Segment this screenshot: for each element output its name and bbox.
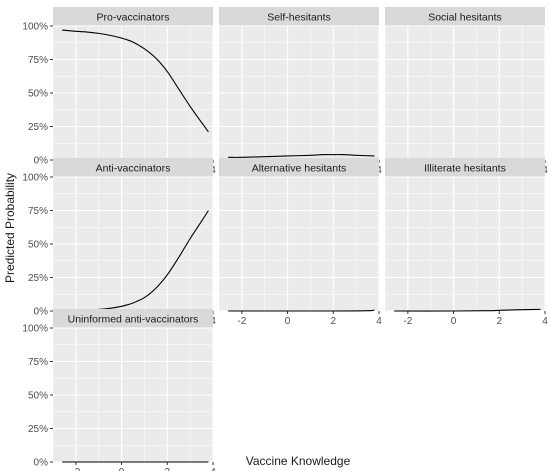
facet-title: Illiterate hesitants: [424, 163, 506, 175]
facet-title: Self-hesitants: [267, 12, 331, 24]
x-tick-label: 4: [210, 165, 216, 176]
y-tick-label: 50%: [28, 391, 48, 402]
facet-title: Uninformed anti-vaccinators: [68, 314, 199, 326]
facet-panel: Pro-vaccinators-20240%25%50%75%100%: [22, 7, 216, 176]
panels-layer: Pro-vaccinators -2 0 2 4 0% 25% 50% 75% 100% Self-…: [22, 7, 548, 471]
x-tick-label: 0: [119, 467, 125, 471]
facet-strip: [53, 158, 213, 177]
x-tick-label: 2: [165, 467, 171, 471]
x-tick-label: 0: [451, 316, 457, 327]
facet-strip: [219, 7, 379, 26]
facet-strip: [53, 7, 213, 26]
facet-panel: Anti-vaccinators-20240%25%50%75%100%: [22, 158, 216, 327]
x-tick-label: 0: [285, 316, 291, 327]
facet-panel: Uninformed anti-vaccinators -2 0 2 4 0% 25% 50%…: [22, 309, 216, 471]
series-line: [228, 309, 375, 312]
facet-panel: Illiterate hesitants -2 0 2 4: [384, 158, 548, 327]
x-tick-label: 2: [497, 316, 503, 327]
x-tick-label: 4: [376, 165, 382, 176]
y-tick-label: 25%: [28, 122, 48, 133]
facet-title: Anti-vaccinators: [96, 163, 171, 175]
y-tick-label: 0%: [34, 307, 49, 318]
x-tick-label: -2: [237, 316, 246, 327]
y-tick-label: 100%: [22, 173, 48, 184]
facet-strip: [219, 158, 379, 177]
y-tick-label: 75%: [28, 357, 48, 368]
x-tick-label: 2: [331, 316, 337, 327]
x-tick-label: 4: [210, 467, 216, 471]
x-tick-label: 4: [376, 316, 382, 327]
facet-strip: [385, 158, 545, 177]
facet-title: Alternative hesitants: [252, 163, 347, 175]
y-tick-label: 100%: [22, 324, 48, 335]
x-tick-label: -2: [71, 467, 80, 471]
x-tick-label: 4: [210, 316, 216, 327]
y-tick-label: 25%: [28, 424, 48, 435]
y-tick-label: 50%: [28, 89, 48, 100]
facet-strip: [385, 7, 545, 26]
series-line: [228, 154, 375, 158]
facet-strip: [53, 309, 213, 328]
facet-title: Pro-vaccinators: [97, 12, 170, 24]
x-tick-label: 4: [542, 165, 548, 176]
y-tick-label: 75%: [28, 206, 48, 217]
y-tick-label: 50%: [28, 240, 48, 251]
x-axis-title: Vaccine Knowledge: [246, 454, 351, 468]
y-tick-label: 100%: [22, 22, 48, 33]
series-line: [62, 29, 209, 133]
x-tick-label: 4: [542, 316, 548, 327]
x-tick-label: -2: [403, 316, 412, 327]
y-tick-label: 75%: [28, 55, 48, 66]
facet-title: Social hesitants: [428, 12, 502, 24]
y-axis-title: Predicted Probability: [3, 173, 17, 283]
y-tick-label: 0%: [34, 458, 49, 469]
y-tick-label: 25%: [28, 273, 48, 284]
series-line: [394, 308, 541, 312]
facet-panel: Alternative hesitants -2 0 2 4: [218, 158, 382, 327]
y-tick-label: 0%: [34, 156, 49, 167]
